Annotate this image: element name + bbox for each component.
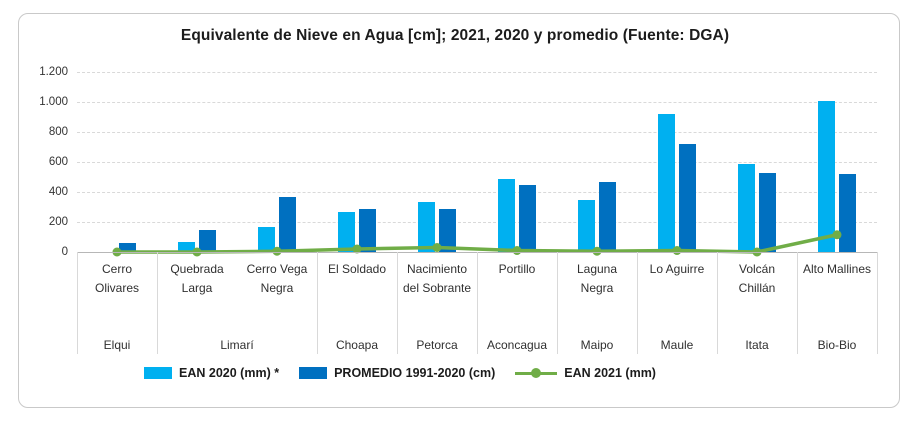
- legend-label-ean-2021: EAN 2021 (mm): [564, 366, 656, 380]
- gridline: [77, 192, 877, 193]
- group-separator: [557, 252, 558, 354]
- basin-label: Petorca: [416, 338, 458, 352]
- basin-label: Bio-Bio: [817, 338, 857, 352]
- basin-label: Maule: [660, 338, 694, 352]
- bar-group-9: [717, 72, 797, 252]
- bar: [178, 241, 195, 252]
- bar: [119, 243, 136, 252]
- bar-group-3: [237, 72, 317, 252]
- bar: [839, 174, 856, 252]
- bar: [818, 100, 835, 252]
- bar: [359, 208, 376, 252]
- group-separator: [77, 252, 78, 354]
- station-label: Lo Aguirre: [649, 262, 705, 276]
- y-tick-label: 1.200: [39, 66, 68, 78]
- line-marker: [592, 246, 602, 256]
- bar-group-4: [317, 72, 397, 252]
- basin-label: Choapa: [335, 338, 379, 352]
- station-label: Alto Mallines: [802, 262, 872, 276]
- bar: [519, 185, 536, 252]
- group-separator: [717, 252, 718, 354]
- bar-group-10: [797, 72, 877, 252]
- station-label: Laguna Negra: [576, 262, 618, 295]
- group-separator: [317, 252, 318, 354]
- legend-item-ean-2021: EAN 2021 (mm): [515, 366, 656, 380]
- bar: [658, 114, 675, 252]
- y-tick-label: 0: [61, 246, 68, 258]
- legend-item-promedio: PROMEDIO 1991-2020 (cm): [299, 366, 495, 380]
- bar: [418, 201, 435, 252]
- bar-group-2: [157, 72, 237, 252]
- station-labels-row: Cerro Olivares Quebrada Larga Cerro Vega N…: [77, 252, 877, 297]
- bar: [258, 227, 275, 252]
- y-tick-label: 800: [48, 126, 68, 138]
- legend-label-ean-2020: EAN 2020 (mm) *: [179, 366, 280, 380]
- bar-group-6: [477, 72, 557, 252]
- bar-group-7: [557, 72, 637, 252]
- y-tick-label: 200: [48, 216, 68, 228]
- bar: [338, 211, 355, 252]
- group-separator: [477, 252, 478, 354]
- legend-item-ean-2020: EAN 2020 (mm) *: [144, 366, 279, 380]
- group-separator: [397, 252, 398, 354]
- plot-area: [77, 72, 877, 257]
- gridline: [77, 132, 877, 133]
- station-label: Volcán Chillán: [738, 262, 776, 295]
- group-separator: [797, 252, 798, 354]
- bar: [759, 172, 776, 252]
- station-label: El Soldado: [327, 262, 387, 276]
- station-label: Nacimiento del Sobrante: [402, 262, 472, 295]
- basin-label: Elqui: [103, 338, 131, 352]
- line-marker: [832, 230, 842, 240]
- bar: [199, 229, 216, 252]
- bar: [578, 200, 595, 252]
- bar-group-1: [77, 72, 157, 252]
- gridline: [77, 102, 877, 103]
- gridline: [77, 162, 877, 163]
- basin-labels-row: Elqui Limarí Choapa Petorca Aconcagua Maipo Ma…: [77, 338, 877, 352]
- line-marker: [352, 244, 362, 254]
- group-separator: [157, 252, 158, 354]
- gridline: [77, 72, 877, 73]
- basin-label: Aconcagua: [486, 338, 548, 352]
- category-label-area: Cerro Olivares Quebrada Larga Cerro Vega N…: [77, 252, 878, 354]
- bar: [679, 144, 696, 252]
- legend-label-promedio: PROMEDIO 1991-2020 (cm): [334, 366, 496, 380]
- line-series-ean-2021: [112, 230, 842, 257]
- bar: [498, 179, 515, 252]
- y-tick-label: 600: [48, 156, 68, 168]
- legend-line-marker-icon: [515, 368, 558, 379]
- bar-groups: [77, 72, 877, 252]
- y-tick-label: 1.000: [39, 96, 68, 108]
- station-label: Cerro Olivares: [94, 262, 139, 295]
- basin-label: Limarí: [220, 338, 254, 352]
- bar: [439, 208, 456, 252]
- line-marker: [432, 243, 442, 252]
- bar: [279, 196, 296, 252]
- bar-group-8: [637, 72, 717, 252]
- station-label: Portillo: [498, 262, 536, 276]
- bar: [738, 164, 755, 252]
- line-marker: [272, 246, 282, 256]
- basin-label: Maipo: [580, 338, 614, 352]
- group-separator: [877, 252, 878, 354]
- legend-swatch-ean-2020: [144, 367, 173, 379]
- chart-title: Equivalente de Nieve en Agua [cm]; 2021,…: [180, 27, 730, 44]
- group-separator: [637, 252, 638, 354]
- station-label: Cerro Vega Negra: [246, 262, 308, 295]
- bar: [599, 181, 616, 252]
- y-axis: 0 200 400 600 800 1.000 1.200: [0, 66, 68, 258]
- legend-swatch-promedio: [299, 367, 328, 379]
- legend: EAN 2020 (mm) * PROMEDIO 1991-2020 (cm) …: [0, 366, 855, 380]
- station-label: Quebrada Larga: [170, 262, 224, 295]
- y-tick-label: 400: [48, 186, 68, 198]
- basin-label: Itata: [745, 338, 769, 352]
- bar-group-5: [397, 72, 477, 252]
- gridline: [77, 222, 877, 223]
